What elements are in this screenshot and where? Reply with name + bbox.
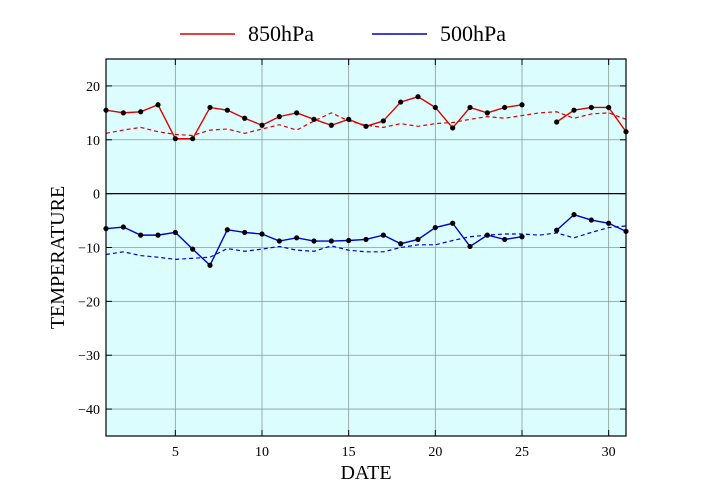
data-point bbox=[155, 232, 161, 238]
data-point bbox=[554, 119, 560, 125]
data-point bbox=[276, 238, 282, 244]
x-tick-label: 10 bbox=[255, 445, 269, 460]
data-point bbox=[363, 123, 369, 129]
data-point bbox=[120, 110, 126, 116]
data-point bbox=[571, 107, 577, 113]
data-point bbox=[294, 110, 300, 116]
y-tick-label: −30 bbox=[78, 349, 100, 364]
data-point bbox=[172, 136, 178, 142]
data-point bbox=[467, 104, 473, 111]
data-point bbox=[502, 104, 508, 111]
y-tick-label: 20 bbox=[86, 80, 100, 95]
data-point bbox=[311, 116, 317, 122]
data-point bbox=[276, 114, 282, 120]
data-point bbox=[155, 102, 161, 108]
x-tick-label: 5 bbox=[172, 445, 179, 460]
data-point bbox=[398, 241, 404, 247]
data-point bbox=[398, 99, 404, 105]
data-point bbox=[242, 229, 248, 236]
data-point bbox=[207, 262, 213, 268]
y-tick-label: 10 bbox=[86, 134, 100, 149]
data-point bbox=[432, 224, 438, 231]
x-tick-label: 20 bbox=[428, 445, 442, 460]
data-point bbox=[606, 104, 612, 111]
series-line-dashed bbox=[105, 111, 627, 137]
data-point bbox=[224, 227, 230, 233]
data-point bbox=[120, 224, 126, 230]
data-point bbox=[571, 212, 577, 218]
data-point bbox=[415, 94, 421, 100]
data-point bbox=[467, 243, 473, 250]
x-tick-label: 25 bbox=[515, 445, 529, 460]
data-point bbox=[172, 229, 178, 236]
x-axis-title: DATE bbox=[340, 462, 391, 484]
legend-label: 500hPa bbox=[440, 21, 506, 46]
axis-ticks: 5 10 15 20 25 30 −40 −30 −20 −10 0 10 20 bbox=[78, 59, 626, 460]
legend-label: 850hPa bbox=[248, 21, 314, 46]
data-point bbox=[190, 246, 196, 252]
data-point bbox=[311, 238, 317, 244]
data-point bbox=[328, 122, 334, 128]
data-point bbox=[259, 231, 265, 237]
series-line-dashed bbox=[105, 225, 627, 260]
y-tick-label: −40 bbox=[78, 403, 100, 418]
data-point bbox=[606, 220, 612, 226]
data-point bbox=[346, 237, 352, 244]
y-axis-title: TEMPERATURE bbox=[47, 186, 69, 329]
series-layer bbox=[103, 94, 629, 268]
data-point bbox=[519, 102, 525, 108]
data-point bbox=[484, 232, 490, 238]
data-point bbox=[519, 234, 525, 240]
data-point bbox=[346, 116, 352, 122]
data-point bbox=[363, 236, 369, 243]
data-point bbox=[450, 125, 456, 131]
x-tick-label: 15 bbox=[342, 445, 356, 460]
data-point bbox=[294, 235, 300, 241]
data-point bbox=[432, 104, 438, 111]
y-tick-label: −20 bbox=[78, 295, 100, 310]
data-point bbox=[554, 227, 560, 233]
y-tick-label: 0 bbox=[93, 188, 100, 203]
data-point bbox=[484, 110, 490, 116]
data-point bbox=[588, 217, 594, 223]
data-point bbox=[502, 236, 508, 243]
data-point bbox=[380, 118, 386, 124]
data-point bbox=[415, 236, 421, 243]
data-point bbox=[242, 115, 248, 121]
y-tick-label: −10 bbox=[78, 242, 100, 257]
data-point bbox=[588, 104, 594, 111]
data-point bbox=[138, 109, 144, 115]
data-point bbox=[380, 232, 386, 238]
data-point bbox=[190, 136, 196, 142]
data-point bbox=[328, 238, 334, 244]
data-point bbox=[224, 107, 230, 113]
data-point bbox=[450, 220, 456, 226]
data-point bbox=[138, 232, 144, 238]
data-point bbox=[259, 122, 265, 128]
data-point bbox=[207, 104, 213, 111]
x-tick-label: 30 bbox=[602, 445, 616, 460]
legend: 850hPa 500hPa bbox=[180, 21, 506, 46]
